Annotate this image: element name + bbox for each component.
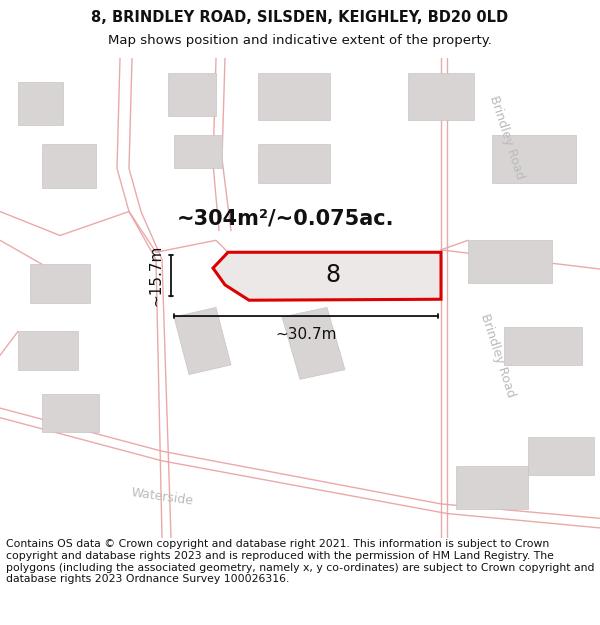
Polygon shape xyxy=(282,308,345,379)
Text: Waterside: Waterside xyxy=(130,486,194,508)
Text: 8, BRINDLEY ROAD, SILSDEN, KEIGHLEY, BD20 0LD: 8, BRINDLEY ROAD, SILSDEN, KEIGHLEY, BD2… xyxy=(91,10,509,25)
Polygon shape xyxy=(492,135,576,182)
Polygon shape xyxy=(174,135,222,168)
Text: Map shows position and indicative extent of the property.: Map shows position and indicative extent… xyxy=(108,34,492,47)
Text: 8: 8 xyxy=(325,262,341,287)
Polygon shape xyxy=(42,144,96,188)
Polygon shape xyxy=(456,466,528,509)
Polygon shape xyxy=(18,331,78,370)
Polygon shape xyxy=(213,253,441,300)
Polygon shape xyxy=(408,72,474,121)
Polygon shape xyxy=(30,264,90,302)
Polygon shape xyxy=(42,394,99,432)
Polygon shape xyxy=(168,72,216,116)
Polygon shape xyxy=(258,144,330,182)
Text: ~15.7m: ~15.7m xyxy=(149,245,164,306)
Polygon shape xyxy=(504,327,582,365)
Text: ~30.7m: ~30.7m xyxy=(275,327,337,342)
Polygon shape xyxy=(174,308,231,374)
Text: ~304m²/~0.075ac.: ~304m²/~0.075ac. xyxy=(177,208,395,228)
Text: Contains OS data © Crown copyright and database right 2021. This information is : Contains OS data © Crown copyright and d… xyxy=(6,539,595,584)
Text: Brindley Road: Brindley Road xyxy=(487,94,527,181)
Polygon shape xyxy=(528,437,594,475)
Polygon shape xyxy=(468,240,552,283)
Text: Brindley Road: Brindley Road xyxy=(478,312,518,399)
Polygon shape xyxy=(258,72,330,121)
Polygon shape xyxy=(18,82,63,125)
